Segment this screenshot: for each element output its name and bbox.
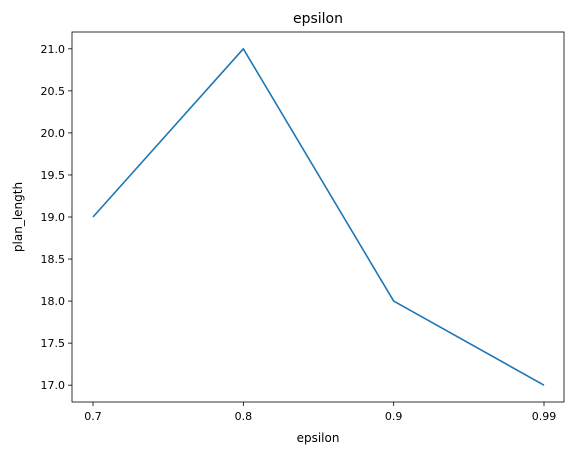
y-tick-label: 18.0 xyxy=(41,295,66,308)
x-tick-label: 0.99 xyxy=(532,410,557,423)
y-tick-label: 18.5 xyxy=(41,253,66,266)
x-axis: 0.7 0.8 0.9 0.99 xyxy=(84,402,556,423)
y-tick-label: 21.0 xyxy=(41,43,66,56)
y-axis-label: plan_length xyxy=(11,182,25,252)
x-tick-label: 0.9 xyxy=(385,410,403,423)
x-axis-label: epsilon xyxy=(297,431,340,445)
y-tick-label: 20.0 xyxy=(41,127,66,140)
y-tick-label: 20.5 xyxy=(41,85,66,98)
y-tick-label: 19.5 xyxy=(41,169,66,182)
x-tick-label: 0.7 xyxy=(84,410,102,423)
series-line xyxy=(92,48,545,386)
y-tick-label: 19.0 xyxy=(41,211,66,224)
series-layer xyxy=(92,48,545,386)
x-tick-label: 0.8 xyxy=(235,410,253,423)
y-axis: 17.0 17.5 18.0 18.5 19.0 19.5 20.0 20.5 21.0 xyxy=(41,43,72,392)
y-tick-label: 17.5 xyxy=(41,337,66,350)
y-tick-label: 17.0 xyxy=(41,379,66,392)
chart-title: epsilon xyxy=(293,11,343,27)
